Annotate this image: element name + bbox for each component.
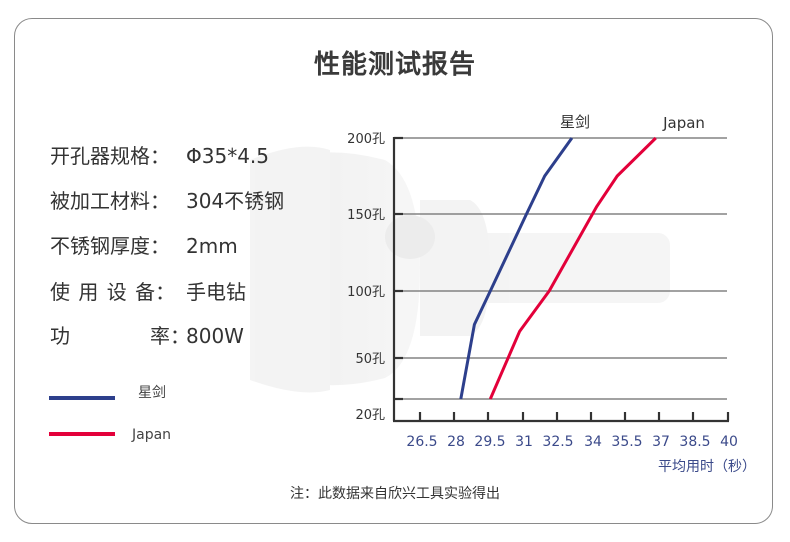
spec-row-cutter-size: 开孔器规格： Φ35*4.5 <box>50 140 269 169</box>
y-tick-label: 50孔 <box>355 352 385 367</box>
y-tick-label: 20孔 <box>355 408 385 423</box>
x-tick-label: 37 <box>652 434 670 450</box>
page-title: 性能测试报告 <box>313 50 476 80</box>
spec-row-material: 被加工材料： 304不锈钢 <box>50 185 284 214</box>
x-tick-label: 35.5 <box>611 434 642 450</box>
x-axis-title: 平均用时（秒） <box>658 459 756 475</box>
series-end-label-japan: Japan <box>662 114 705 132</box>
y-axis <box>392 136 403 421</box>
spec-label: 被加工材料： <box>50 189 170 213</box>
spec-value: Φ35*4.5 <box>186 144 269 168</box>
spec-value: 304不锈钢 <box>186 189 285 213</box>
x-tick-label: 26.5 <box>406 434 437 450</box>
x-tick-label: 31 <box>515 434 533 450</box>
x-tick-label: 34 <box>584 434 602 450</box>
y-tick-label: 200孔 <box>347 132 385 147</box>
y-tick-label: 150孔 <box>347 208 385 223</box>
spec-value: 2mm <box>186 234 238 258</box>
series-end-label-xingjian: 星剑 <box>560 113 590 131</box>
x-tick-label: 28 <box>447 434 465 450</box>
spec-value: 800W <box>186 324 244 348</box>
spec-value: 手电钻 <box>186 280 246 304</box>
spec-label: 不锈钢厚度： <box>50 234 170 258</box>
legend-label-japan: Japan <box>132 427 172 443</box>
x-tick-label: 29.5 <box>474 434 505 450</box>
gridlines <box>394 137 727 400</box>
spec-row-equipment: 使 用 设 备： 手电钻 <box>50 276 246 305</box>
x-axis <box>393 412 730 423</box>
spec-label: 功率： <box>50 324 190 348</box>
x-tick-label: 40 <box>720 434 738 450</box>
footnote: 注：此数据来自欣兴工具实验得出 <box>290 486 500 502</box>
series-line-xingjian <box>459 137 574 400</box>
spec-label: 使 用 设 备： <box>50 280 176 304</box>
x-tick-label: 32.5 <box>542 434 573 450</box>
spec-label: 开孔器规格： <box>50 144 170 168</box>
spec-row-thickness: 不锈钢厚度： 2mm <box>50 230 238 259</box>
y-tick-label: 100孔 <box>347 285 385 300</box>
legend-swatch-japan <box>49 432 115 436</box>
legend-swatch-xingjian <box>49 396 115 400</box>
spec-row-power: 功率：800W <box>50 320 244 349</box>
legend-label-xingjian: 星剑 <box>138 385 166 401</box>
series-line-japan <box>488 136 657 400</box>
x-tick-label: 38.5 <box>679 434 710 450</box>
